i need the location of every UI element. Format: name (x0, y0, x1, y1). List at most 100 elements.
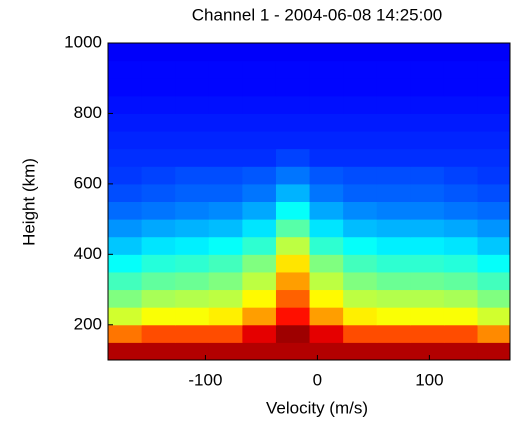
heatmap-cell (376, 254, 411, 273)
heatmap-cell (410, 307, 445, 326)
heatmap-cell (175, 271, 210, 291)
heatmap-cell (275, 342, 311, 361)
heatmap-cell (141, 324, 176, 343)
heatmap-cell (410, 78, 445, 97)
heatmap-cell (309, 95, 344, 114)
y-tick-label: 1000 (64, 32, 102, 51)
heatmap-cell (343, 324, 378, 343)
heatmap-cell (108, 43, 143, 62)
heatmap-cell (208, 131, 243, 150)
heatmap-cell (309, 236, 344, 255)
heatmap-cell (376, 289, 411, 308)
heatmap-cell (477, 95, 511, 114)
heatmap-cell (477, 236, 511, 255)
heatmap-cell (108, 201, 143, 220)
heatmap-cell (309, 254, 344, 273)
heatmap-cell (175, 289, 210, 308)
heatmap-cell (175, 166, 210, 185)
heatmap-cell (242, 43, 277, 62)
heatmap-cell (275, 254, 311, 273)
heatmap-cell (242, 201, 277, 220)
heatmap-cell (108, 289, 143, 308)
heatmap-cell (343, 148, 378, 167)
heatmap-cell (208, 289, 243, 308)
heatmap-cell (242, 271, 277, 291)
heatmap-cell (477, 183, 511, 202)
heatmap-cell (242, 60, 277, 79)
heatmap-cell (208, 166, 243, 185)
heatmap (108, 43, 511, 361)
heatmap-cell (477, 307, 511, 326)
heatmap-cell (141, 271, 176, 291)
heatmap-cell (309, 78, 344, 97)
heatmap-cell (443, 113, 479, 132)
heatmap-cell (309, 201, 344, 220)
heatmap-cell (376, 60, 411, 79)
heatmap-cell (108, 183, 143, 202)
heatmap-cell (443, 148, 479, 167)
heatmap-cell (275, 219, 311, 238)
heatmap-cell (376, 131, 411, 150)
heatmap-cell (443, 342, 479, 361)
heatmap-cell (275, 289, 311, 308)
heatmap-cell (477, 289, 511, 308)
heatmap-cell (108, 342, 143, 361)
x-tick-label: 0 (313, 370, 322, 389)
heatmap-cell (309, 131, 344, 150)
heatmap-cell (443, 271, 479, 291)
heatmap-cell (175, 148, 210, 167)
heatmap-cell (410, 289, 445, 308)
heatmap-cell (410, 113, 445, 132)
heatmap-cell (242, 307, 277, 326)
heatmap-cell (443, 183, 479, 202)
heatmap-cell (376, 43, 411, 62)
heatmap-cell (208, 307, 243, 326)
heatmap-cell (443, 219, 479, 238)
heatmap-cell (477, 131, 511, 150)
y-tick-label: 800 (74, 103, 102, 122)
heatmap-cell (343, 219, 378, 238)
heatmap-cell (242, 131, 277, 150)
heatmap-cell (242, 148, 277, 167)
heatmap-cell (376, 271, 411, 291)
heatmap-cell (376, 183, 411, 202)
heatmap-cell (242, 166, 277, 185)
heatmap-cell (108, 95, 143, 114)
heatmap-cell (309, 289, 344, 308)
heatmap-cell (275, 43, 311, 62)
heatmap-cell (343, 95, 378, 114)
heatmap-cell (343, 254, 378, 273)
heatmap-cell (410, 95, 445, 114)
heatmap-cell (443, 166, 479, 185)
heatmap-cell (208, 183, 243, 202)
heatmap-cell (275, 60, 311, 79)
heatmap-cell (309, 60, 344, 79)
heatmap-cell (242, 78, 277, 97)
heatmap-cell (242, 324, 277, 343)
heatmap-cell (275, 131, 311, 150)
heatmap-cell (309, 148, 344, 167)
heatmap-cell (309, 183, 344, 202)
heatmap-cell (309, 307, 344, 326)
heatmap-cell (477, 148, 511, 167)
heatmap-cell (410, 254, 445, 273)
heatmap-cell (242, 183, 277, 202)
heatmap-cell (242, 113, 277, 132)
heatmap-cell (108, 166, 143, 185)
heatmap-cell (175, 78, 210, 97)
heatmap-cell (376, 236, 411, 255)
heatmap-cell (410, 201, 445, 220)
heatmap-cell (175, 236, 210, 255)
heatmap-cell (242, 95, 277, 114)
heatmap-cell (208, 324, 243, 343)
heatmap-cell (343, 166, 378, 185)
heatmap-cell (410, 131, 445, 150)
heatmap-cell (108, 113, 143, 132)
heatmap-cell (242, 254, 277, 273)
heatmap-cell (141, 254, 176, 273)
heatmap-cell (410, 43, 445, 62)
heatmap-cell (376, 148, 411, 167)
heatmap-cell (175, 201, 210, 220)
heatmap-cell (443, 60, 479, 79)
heatmap-cell (175, 95, 210, 114)
